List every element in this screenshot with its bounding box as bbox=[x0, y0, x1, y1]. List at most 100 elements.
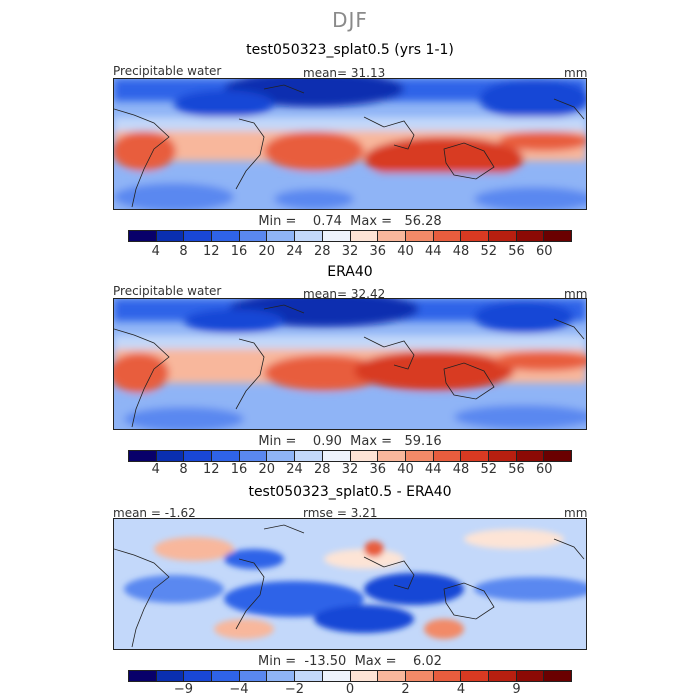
panel-2-map bbox=[113, 298, 587, 430]
colorbar-tick-label: 16 bbox=[230, 244, 248, 259]
panel-2-variable-label: Precipitable water bbox=[113, 284, 222, 298]
colorbar-segment bbox=[405, 671, 434, 681]
colorbar-segment bbox=[267, 231, 296, 241]
colorbar-tick-label: 0 bbox=[345, 682, 355, 697]
colorbar-segment bbox=[544, 231, 571, 241]
colorbar-segment bbox=[295, 231, 323, 241]
colorbar-tick-label: 36 bbox=[369, 244, 387, 259]
panel-1-map bbox=[113, 78, 587, 210]
panel-3-map bbox=[113, 518, 587, 650]
colorbar-segment bbox=[461, 231, 489, 241]
colorbar-tick-label: 20 bbox=[258, 244, 276, 259]
colorbar-tick-label: 9 bbox=[512, 682, 521, 697]
colorbar-segment bbox=[129, 231, 157, 241]
panel-1-colorbar-ticks: 4 8 12 16 20 24 28 32 36 40 44 48 52 56 60 bbox=[128, 244, 572, 260]
colorbar-segment bbox=[405, 231, 434, 241]
panel-1-variable-label: Precipitable water bbox=[113, 64, 222, 78]
colorbar-segment bbox=[516, 231, 545, 241]
colorbar-tick-label: 20 bbox=[258, 462, 276, 477]
panel-3-colorbar bbox=[128, 670, 572, 682]
colorbar-tick-label: 60 bbox=[535, 462, 553, 477]
colorbar-segment bbox=[461, 671, 489, 681]
colorbar-segment bbox=[267, 451, 296, 461]
colorbar-segment bbox=[516, 451, 545, 461]
colorbar-tick-label: 52 bbox=[480, 462, 498, 477]
colorbar-segment bbox=[156, 231, 185, 241]
colorbar-segment bbox=[488, 671, 517, 681]
colorbar-segment bbox=[322, 231, 351, 241]
colorbar-tick-label: 44 bbox=[424, 462, 442, 477]
panel-1-colorbar bbox=[128, 230, 572, 242]
colorbar-tick-label: 60 bbox=[535, 244, 553, 259]
colorbar-tick-label: 48 bbox=[452, 244, 470, 259]
panel-2-mean-label: mean= 32.42 bbox=[303, 287, 386, 301]
panel-2-field bbox=[114, 299, 586, 429]
colorbar-tick-label: 40 bbox=[397, 244, 414, 259]
colorbar-tick-label: 8 bbox=[179, 244, 188, 259]
colorbar-segment bbox=[433, 231, 462, 241]
colorbar-segment bbox=[156, 451, 185, 461]
colorbar-segment bbox=[212, 451, 240, 461]
colorbar-segment bbox=[239, 231, 268, 241]
colorbar-segment bbox=[405, 451, 434, 461]
colorbar-segment bbox=[378, 671, 406, 681]
colorbar-segment bbox=[212, 231, 240, 241]
colorbar-tick-label: 32 bbox=[341, 244, 359, 259]
colorbar-segment bbox=[433, 451, 462, 461]
panel-1-field bbox=[114, 79, 586, 209]
colorbar-segment bbox=[350, 671, 379, 681]
colorbar-segment bbox=[184, 231, 213, 241]
colorbar-segment bbox=[184, 451, 213, 461]
panel-3-mean-label: mean = -1.62 bbox=[113, 506, 196, 520]
colorbar-tick-label: −2 bbox=[284, 682, 305, 697]
colorbar-tick-label: 12 bbox=[202, 462, 220, 477]
colorbar-segment bbox=[322, 671, 351, 681]
colorbar-segment bbox=[433, 671, 462, 681]
colorbar-segment bbox=[378, 451, 406, 461]
colorbar-tick-label: 36 bbox=[369, 462, 387, 477]
panel-3-colorbar-ticks: −9 −4 −2 0 2 4 9 bbox=[128, 682, 572, 698]
colorbar-tick-label: 8 bbox=[179, 462, 188, 477]
colorbar-tick-label: 40 bbox=[397, 462, 414, 477]
colorbar-tick-label: −9 bbox=[173, 682, 194, 697]
panel-1-title: test050323_splat0.5 (yrs 1-1) bbox=[246, 42, 454, 58]
colorbar-tick-label: 56 bbox=[508, 244, 525, 259]
colorbar-segment bbox=[322, 451, 351, 461]
colorbar-segment bbox=[184, 671, 213, 681]
colorbar-tick-label: 2 bbox=[401, 682, 410, 697]
colorbar-segment bbox=[488, 451, 517, 461]
colorbar-segment bbox=[129, 451, 157, 461]
colorbar-segment bbox=[516, 671, 545, 681]
colorbar-tick-label: 4 bbox=[151, 462, 160, 477]
colorbar-tick-label: 56 bbox=[508, 462, 525, 477]
colorbar-segment bbox=[378, 231, 406, 241]
panel-2-colorbar bbox=[128, 450, 572, 462]
colorbar-segment bbox=[350, 231, 379, 241]
panel-2-unit-label: mm bbox=[564, 287, 588, 301]
colorbar-segment bbox=[350, 451, 379, 461]
colorbar-tick-label: 28 bbox=[313, 462, 331, 477]
panel-2-title: ERA40 bbox=[327, 264, 373, 280]
colorbar-segment bbox=[239, 671, 268, 681]
panel-3-field bbox=[114, 519, 586, 649]
colorbar-tick-label: 28 bbox=[313, 244, 331, 259]
panel-2-colorbar-ticks: 4 8 12 16 20 24 28 32 36 40 44 48 52 56 60 bbox=[128, 462, 572, 478]
colorbar-segment bbox=[156, 671, 185, 681]
colorbar-segment bbox=[461, 451, 489, 461]
panel-2-min-max: Min = 0.90 Max = 59.16 bbox=[258, 434, 442, 449]
panel-3-title: test050323_splat0.5 - ERA40 bbox=[248, 484, 452, 500]
colorbar-segment bbox=[239, 451, 268, 461]
colorbar-tick-label: 32 bbox=[341, 462, 359, 477]
colorbar-tick-label: −4 bbox=[229, 682, 249, 697]
panel-1-min-max: Min = 0.74 Max = 56.28 bbox=[258, 214, 442, 229]
colorbar-tick-label: 52 bbox=[480, 244, 498, 259]
colorbar-tick-label: 16 bbox=[230, 462, 248, 477]
colorbar-segment bbox=[295, 671, 323, 681]
colorbar-tick-label: 48 bbox=[452, 462, 470, 477]
colorbar-segment bbox=[267, 671, 296, 681]
colorbar-tick-label: 4 bbox=[151, 244, 160, 259]
colorbar-tick-label: 24 bbox=[286, 244, 303, 259]
panel-3-rmse-label: rmse = 3.21 bbox=[303, 506, 378, 520]
colorbar-segment bbox=[212, 671, 240, 681]
panel-1-unit-label: mm bbox=[564, 66, 588, 80]
